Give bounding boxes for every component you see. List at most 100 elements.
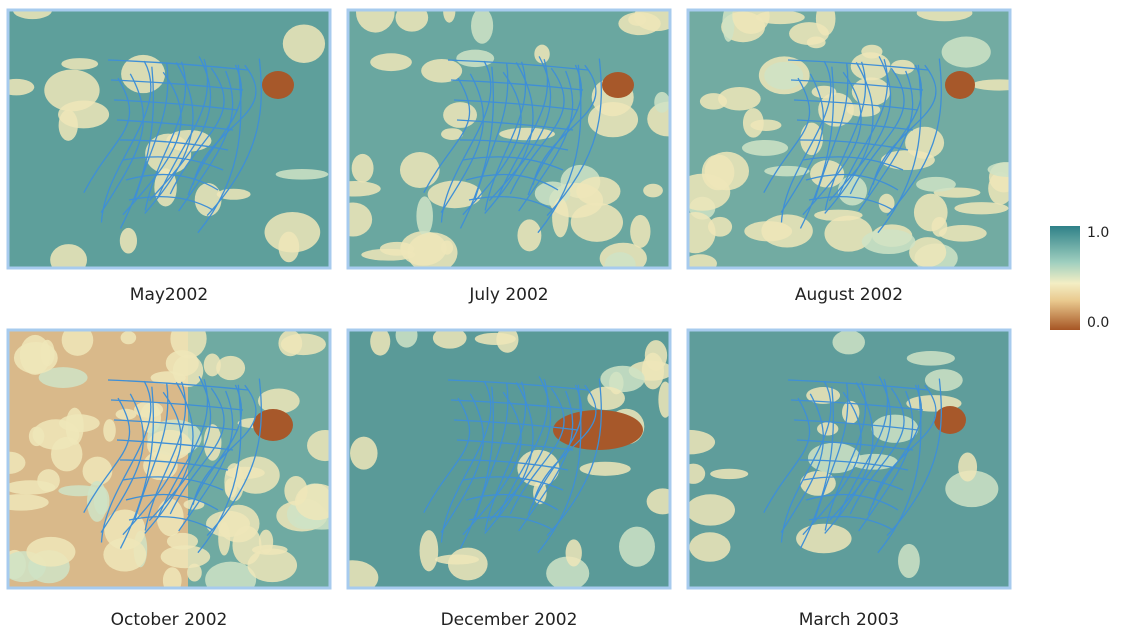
map-region bbox=[456, 50, 494, 67]
map-region bbox=[66, 408, 84, 445]
map-region bbox=[764, 62, 803, 90]
map-region bbox=[907, 351, 955, 366]
map-region bbox=[103, 419, 116, 442]
map-region bbox=[750, 119, 781, 131]
map-region bbox=[862, 229, 916, 254]
map-image bbox=[675, 0, 1031, 273]
map-region bbox=[756, 11, 805, 25]
map-region bbox=[742, 140, 788, 156]
map-region bbox=[618, 12, 660, 35]
map-region bbox=[329, 181, 381, 197]
map-region bbox=[396, 323, 418, 348]
panel-caption: August 2002 bbox=[795, 285, 903, 305]
map-region bbox=[580, 462, 631, 476]
map-region bbox=[764, 166, 809, 176]
map-region bbox=[416, 196, 433, 235]
map-region bbox=[396, 4, 429, 32]
map-region bbox=[307, 430, 343, 461]
map-region bbox=[471, 8, 493, 44]
map-region bbox=[789, 22, 829, 45]
map-region bbox=[334, 202, 372, 236]
map-region bbox=[161, 545, 211, 568]
map-image bbox=[663, 330, 1010, 588]
map-region bbox=[643, 184, 663, 198]
map-region bbox=[718, 87, 761, 110]
map-region bbox=[58, 485, 99, 496]
map-region bbox=[576, 177, 620, 206]
map-region bbox=[247, 549, 297, 583]
map-image bbox=[327, 323, 679, 595]
map-region bbox=[710, 469, 748, 479]
map-region bbox=[534, 45, 549, 64]
map-panel bbox=[663, 330, 1010, 588]
map-region bbox=[917, 5, 973, 22]
map-region bbox=[654, 92, 669, 113]
map-region bbox=[44, 70, 99, 112]
map-region bbox=[278, 330, 302, 356]
map-region bbox=[588, 102, 638, 137]
panel-caption: May2002 bbox=[130, 285, 208, 305]
map-region bbox=[187, 564, 202, 582]
map-region bbox=[216, 356, 245, 380]
colorbar: 1.0 0.0 bbox=[1050, 225, 1109, 331]
map-region bbox=[163, 567, 182, 594]
map-region bbox=[421, 59, 462, 83]
panel-caption: December 2002 bbox=[441, 610, 578, 630]
map-region bbox=[916, 177, 956, 192]
map-panel bbox=[329, 0, 689, 278]
map-panel bbox=[675, 0, 1031, 273]
map-feature bbox=[602, 72, 634, 98]
map-region bbox=[352, 154, 374, 183]
map-region bbox=[942, 37, 991, 68]
panel-caption: October 2002 bbox=[111, 610, 228, 630]
map-region bbox=[605, 252, 636, 278]
map-region bbox=[932, 217, 948, 237]
map-region bbox=[361, 249, 415, 261]
map-region bbox=[796, 524, 851, 553]
map-region bbox=[675, 174, 730, 211]
map-region bbox=[170, 319, 206, 359]
map-region bbox=[619, 527, 655, 567]
map-region bbox=[972, 79, 1028, 90]
map-image bbox=[0, 2, 330, 276]
map-feature bbox=[934, 406, 966, 434]
map-region bbox=[370, 327, 390, 355]
map-region bbox=[905, 127, 944, 159]
panel-caption: July 2002 bbox=[468, 285, 548, 305]
map-region bbox=[954, 202, 1008, 214]
map-panel bbox=[327, 323, 679, 595]
map-panel bbox=[0, 319, 348, 598]
map-region bbox=[283, 24, 325, 63]
map-region bbox=[327, 560, 379, 595]
map-region bbox=[26, 537, 75, 567]
colorbar-max-label: 1.0 bbox=[1087, 225, 1109, 241]
map-region bbox=[552, 198, 569, 237]
figure: May2002 July 2002 August 2002 October 2002 D… bbox=[0, 0, 1129, 636]
map-region bbox=[5, 480, 55, 494]
panel-caption: March 2003 bbox=[799, 610, 900, 630]
map-panel bbox=[0, 2, 330, 276]
map-region bbox=[814, 210, 862, 221]
map-feature bbox=[945, 71, 975, 99]
map-region bbox=[61, 58, 98, 70]
map-image bbox=[329, 0, 689, 278]
map-region bbox=[428, 181, 482, 209]
map-region bbox=[50, 244, 87, 276]
colorbar-min-label: 0.0 bbox=[1087, 315, 1109, 331]
map-region bbox=[689, 532, 730, 561]
map-region bbox=[195, 183, 222, 216]
map-region bbox=[20, 335, 51, 375]
colorbar-gradient bbox=[1050, 226, 1080, 330]
map-region bbox=[686, 494, 735, 525]
map-region bbox=[218, 522, 230, 555]
map-region bbox=[121, 331, 137, 344]
map-region bbox=[0, 79, 34, 95]
map-region bbox=[284, 476, 307, 506]
map-region bbox=[675, 212, 716, 253]
map-region bbox=[278, 232, 299, 263]
map-region bbox=[566, 539, 582, 566]
map-region bbox=[59, 110, 78, 141]
map-region bbox=[443, 102, 477, 128]
map-region bbox=[630, 215, 650, 248]
map-region bbox=[120, 228, 137, 254]
